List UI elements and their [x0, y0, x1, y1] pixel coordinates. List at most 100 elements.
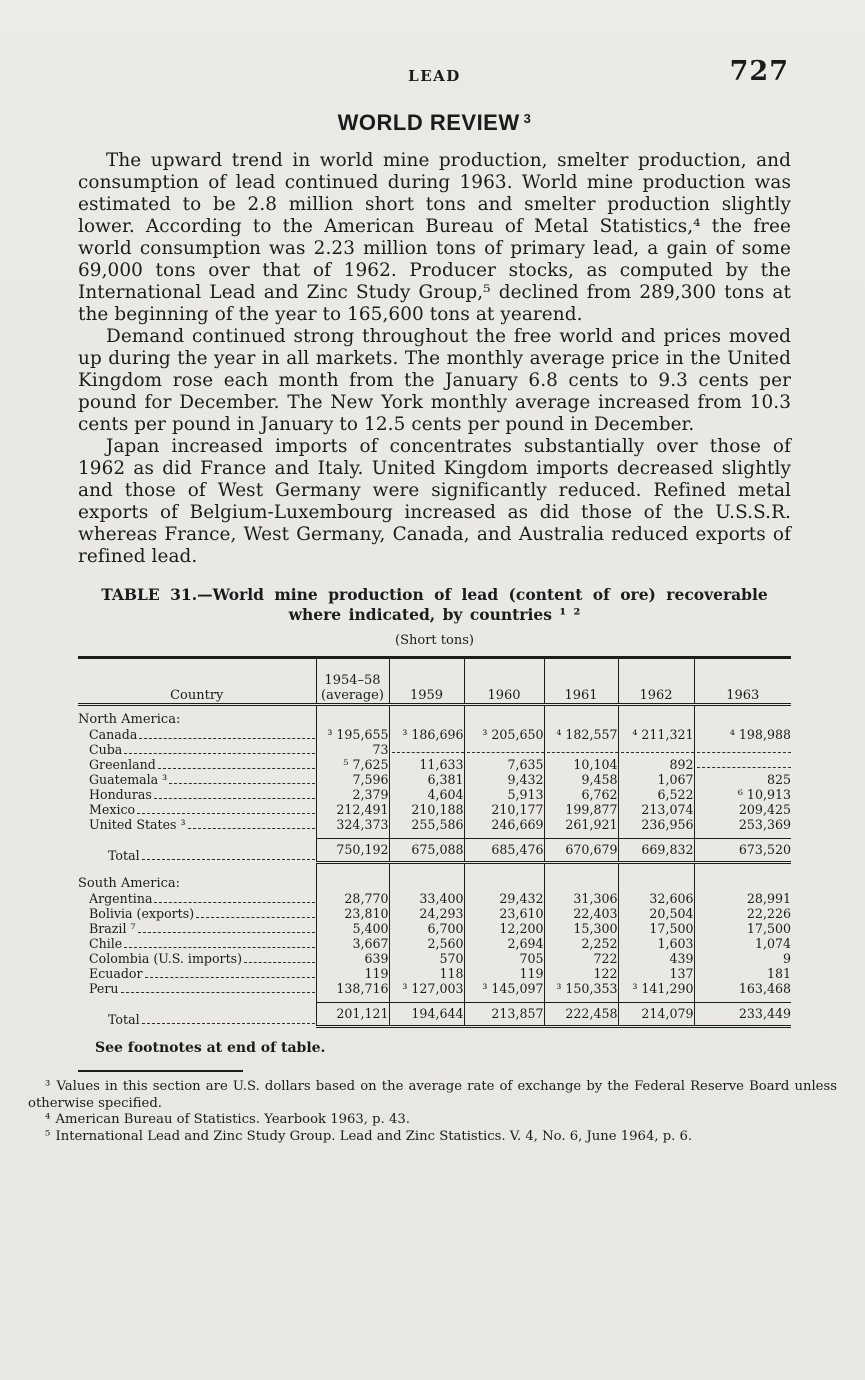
- value-cell: 122: [543, 966, 618, 981]
- empty-cell: [463, 704, 544, 727]
- country-cell: Brazil ⁷: [78, 921, 316, 936]
- footnote-divider: [78, 1070, 243, 1072]
- value-cell: 246,669: [463, 817, 544, 832]
- country-cell-content: Argentina: [78, 891, 316, 906]
- spacer-cell: [463, 832, 544, 839]
- page-header: LEAD 727: [78, 56, 791, 87]
- country-cell: Ecuador: [78, 966, 316, 981]
- value-cell: 28,991: [693, 891, 791, 906]
- total-label-cell: Total: [78, 1003, 316, 1027]
- empty-cell: [543, 870, 618, 891]
- table-row: Cuba 73: [78, 742, 791, 757]
- value-cell: 2,252: [543, 936, 618, 951]
- country-name: Colombia (U.S. imports): [89, 951, 242, 966]
- footnote-marker: ³: [45, 1079, 52, 1094]
- table-row: Canada ³ 195,655 ³ 186,696 ³ 205,650 ⁴ 182,5…: [78, 727, 791, 742]
- value-cell: [693, 757, 791, 772]
- value-cell: [693, 742, 791, 757]
- value-cell: 685,476: [463, 838, 544, 864]
- value-cell: 639: [315, 951, 389, 966]
- table-row: Brazil ⁷ 5,400 6,700 12,200 15,300 17,500 17,5…: [78, 921, 791, 936]
- value-cell: 29,432: [463, 891, 544, 906]
- footnote-4: ⁴ American Bureau of Statistics. Yearboo…: [28, 1112, 837, 1129]
- value-cell: 1,603: [617, 936, 694, 951]
- value-cell: 255,586: [388, 817, 464, 832]
- country-cell-content: Total: [78, 848, 316, 863]
- value-cell: 11,633: [388, 757, 464, 772]
- empty-cell: [617, 870, 694, 891]
- value-cell: [388, 742, 464, 757]
- value-cell: 194,644: [388, 1002, 464, 1028]
- footnote-marker: ⁵: [45, 1128, 52, 1144]
- country-name: Peru: [89, 981, 119, 996]
- value-cell: 32,606: [617, 891, 694, 906]
- value-cell: ⁴ 182,557: [543, 727, 618, 742]
- value-cell: 22,226: [693, 906, 791, 921]
- value-cell: 12,200: [463, 921, 544, 936]
- value-cell: 210,177: [463, 802, 544, 817]
- country-cell-content: Cuba: [78, 742, 316, 757]
- value-cell: [543, 742, 618, 757]
- spacer-cell: [617, 832, 694, 839]
- empty-cell: [693, 870, 791, 891]
- spacer-row: [78, 862, 791, 870]
- empty-value-dash: [466, 752, 544, 753]
- value-cell: 213,857: [463, 1002, 544, 1028]
- column-header-1962: 1962: [617, 657, 694, 706]
- value-cell: 17,500: [617, 921, 694, 936]
- country-cell-content: Brazil ⁷: [78, 921, 316, 936]
- spacer-cell: [463, 862, 544, 870]
- empty-value-dash: [620, 752, 694, 753]
- value-cell: 675,088: [388, 838, 464, 864]
- value-cell: 236,956: [617, 817, 694, 832]
- country-cell-content: United States ³: [78, 817, 316, 832]
- value-cell: ⁶ 10,913: [693, 787, 791, 802]
- country-name: Ecuador: [89, 966, 143, 981]
- country-cell: Cuba: [78, 742, 316, 757]
- dotted-leader: [157, 768, 315, 769]
- country-cell-content: Honduras: [78, 787, 316, 802]
- value-cell: 7,635: [463, 757, 544, 772]
- value-cell: 5,913: [463, 787, 544, 802]
- value-cell: ³ 145,097: [463, 981, 544, 996]
- footnote-text: American Bureau of Statistics. Yearbook …: [55, 1112, 410, 1127]
- dotted-leader: [137, 932, 315, 933]
- dotted-leader: [196, 917, 315, 918]
- empty-value-dash: [391, 752, 464, 753]
- table-units-note: (Short tons): [395, 633, 474, 648]
- table-row: Colombia (U.S. imports) 639 570 705 722 439 9: [78, 951, 791, 966]
- dotted-leader: [141, 858, 315, 860]
- table-row: Chile 3,667 2,560 2,694 2,252 1,603 1,074: [78, 936, 791, 951]
- country-name: Mexico: [89, 802, 136, 817]
- section-title: WORLD REVIEW 3: [78, 110, 791, 136]
- value-cell: 825: [693, 772, 791, 787]
- column-header-1959: 1959: [388, 657, 464, 706]
- value-cell: 119: [463, 966, 544, 981]
- footnote-text: Values in this section are U.S. dollars …: [28, 1079, 837, 1111]
- total-row: Total 201,121 194,644 213,857 222,458 214,079…: [78, 1002, 791, 1028]
- country-name: Cuba: [89, 742, 123, 757]
- value-cell: ³ 186,696: [388, 727, 464, 742]
- country-name: Bolivia (exports): [89, 906, 195, 921]
- value-cell: 23,810: [315, 906, 389, 921]
- dotted-leader: [141, 1022, 315, 1024]
- region-row: South America:: [78, 870, 791, 891]
- country-cell-content: Peru: [78, 981, 316, 996]
- empty-cell: [388, 870, 464, 891]
- country-name: Honduras: [89, 787, 152, 802]
- value-cell: 137: [617, 966, 694, 981]
- empty-value-dash: [546, 752, 618, 753]
- value-cell: 17,500: [693, 921, 791, 936]
- dotted-leader: [124, 753, 315, 754]
- table-body: North America: Canada ³ 195,655 ³ 186,696 ³ …: [78, 704, 791, 1028]
- spacer-cell: [388, 862, 464, 870]
- value-cell: 22,403: [543, 906, 618, 921]
- value-cell: [463, 742, 544, 757]
- spacer-cell: [388, 996, 464, 1003]
- country-name: Canada: [89, 727, 138, 742]
- country-cell-content: Colombia (U.S. imports): [78, 951, 316, 966]
- footnote-5: ⁵ International Lead and Zinc Study Grou…: [28, 1129, 837, 1146]
- total-label-cell: Total: [78, 839, 316, 863]
- running-head: LEAD: [408, 67, 461, 85]
- value-cell: 705: [463, 951, 544, 966]
